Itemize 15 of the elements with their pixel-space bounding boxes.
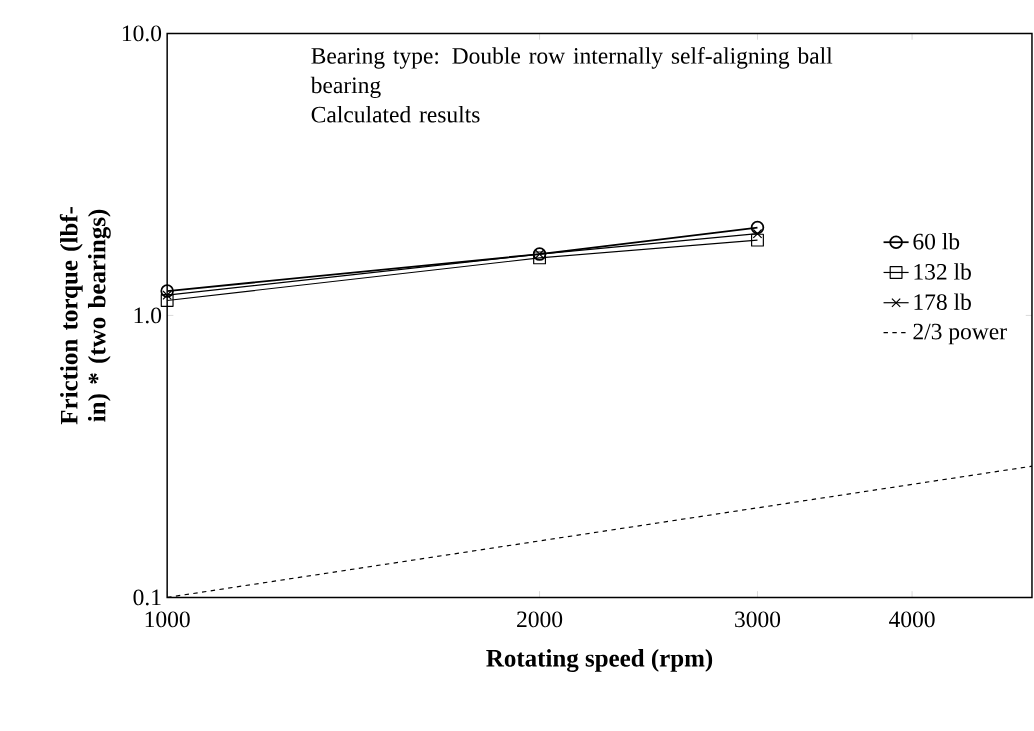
- annotation: Calculated results: [311, 105, 480, 123]
- x-axis-title: Rotating speed (rpm): [486, 649, 713, 672]
- x-tick-label: 4000: [889, 611, 935, 628]
- legend-label: 60 lb: [913, 232, 960, 250]
- y-axis-title: Friction torque (lbf-in) * (two bearings): [59, 206, 111, 425]
- y-tick-label: 0.1: [133, 589, 161, 606]
- legend-label: 178 lb: [914, 293, 971, 310]
- x-tick-label: 1000: [145, 611, 190, 628]
- x-tick-label: 3000: [735, 611, 781, 628]
- x-tick-label: 2000: [517, 611, 563, 628]
- legend-label: 132 lb: [914, 263, 971, 280]
- y-tick-label: 1.0: [134, 307, 162, 324]
- annotation: Bearing type: Double row internally self-aligning ball bearing: [310, 47, 833, 98]
- y-tick-label: 10.0: [122, 25, 162, 42]
- legend-label: 2/3 power: [913, 323, 1007, 345]
